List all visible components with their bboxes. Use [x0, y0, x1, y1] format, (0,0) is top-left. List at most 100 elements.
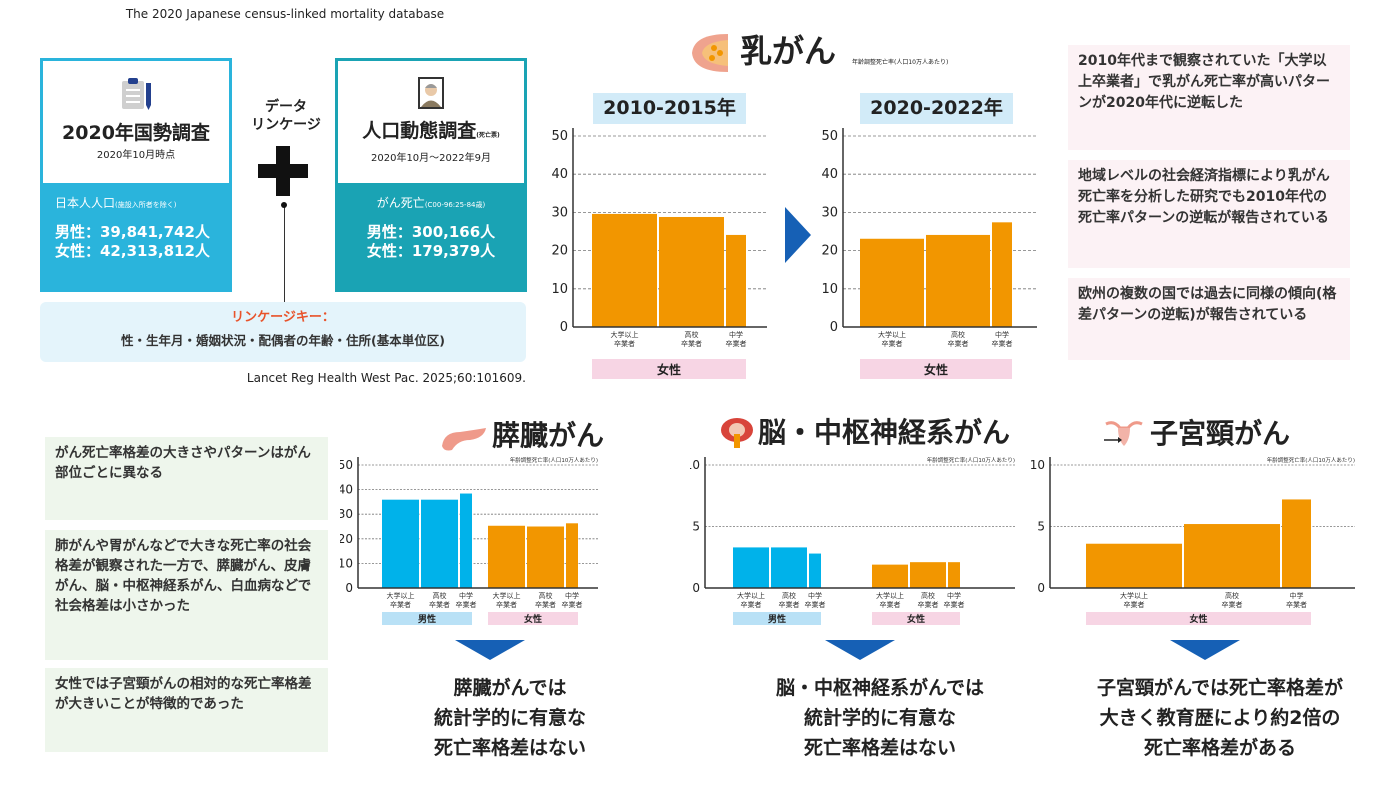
group-label-bg [733, 612, 821, 625]
category-label: 高校 [539, 591, 553, 600]
conclusion-brain: 脳・中枢神経系がんでは 統計学的に有意な 死亡率格差はない [775, 677, 985, 759]
y-tick-label: 20 [821, 244, 838, 259]
population-label: 日本人人口 [55, 196, 116, 210]
category-label: 卒業者 [805, 600, 826, 609]
bar-男性-0 [382, 499, 419, 588]
group-label: 女性 [1189, 613, 1207, 625]
category-label: 大学以上 [611, 330, 639, 339]
cervical-title: 子宮頸がん [1150, 417, 1291, 450]
y-tick-label: 30 [821, 205, 838, 220]
census-title: 2020年国勢調査 [62, 122, 210, 144]
category-label: 中学 [995, 330, 1009, 339]
group-label: 女性 [657, 362, 681, 377]
y-tick-label: 50 [340, 458, 353, 472]
category-label: 大学以上 [387, 591, 415, 600]
bar-女性-1 [659, 216, 724, 327]
linkage-key-box: リンケージキー： 性・生年月・婚姻状況・配偶者の年齢・住所(基本単位区) [40, 302, 526, 362]
category-label: 卒業者 [390, 600, 411, 609]
vital-stats-box: 人口動態調査(死亡票) 2020年10月～2022年9月 がん死亡(C00-96… [335, 58, 527, 292]
brain-icon [721, 418, 753, 448]
y-tick-label: 0 [345, 581, 353, 595]
down-arrow-icon [1170, 640, 1240, 660]
vital-male: 男性：300,166人 [366, 223, 496, 241]
bar-女性-0 [1086, 543, 1182, 588]
group-label: 男性 [418, 613, 436, 625]
group-label: 男性 [768, 613, 786, 625]
bar-男性-2 [809, 553, 821, 588]
bar-女性-1 [1184, 524, 1280, 588]
bar-男性-0 [733, 547, 769, 588]
category-label: 高校 [921, 591, 935, 600]
group-label-bg [592, 359, 746, 379]
bar-女性-2 [992, 222, 1012, 327]
y-tick-label: 0 [560, 320, 568, 335]
bar-女性-0 [592, 213, 657, 327]
note-right-2: 地域レベルの社会経済指標により乳がん死亡率を分析した研究でも2010年代の死亡率… [1068, 160, 1350, 268]
right-arrow-icon [785, 207, 811, 263]
bar-男性-2 [460, 493, 472, 588]
vital-title: 人口動態調査 [362, 120, 477, 142]
category-label: 卒業者 [1124, 600, 1145, 609]
bar-女性-0 [488, 525, 525, 588]
note-right-3: 欧州の複数の国では過去に同様の傾向(格差パターンの逆転)が報告されている [1068, 278, 1350, 360]
linkage-key-label: リンケージキー： [231, 310, 335, 325]
category-label: 卒業者 [1286, 600, 1307, 609]
pancreas-title: 膵臓がん [492, 419, 605, 452]
category-label: 卒業者 [944, 600, 965, 609]
y-tick-label: 50 [551, 129, 568, 144]
category-label: 卒業者 [456, 600, 477, 609]
category-label: 中学 [729, 330, 743, 339]
breast-title: 乳がん [740, 32, 837, 70]
category-label: 高校 [951, 330, 965, 339]
group-label-bg [872, 612, 960, 625]
y-tick-label: 5 [1037, 520, 1045, 534]
category-label: 大学以上 [876, 591, 904, 600]
group-label-bg [382, 612, 472, 625]
bar-女性-1 [527, 526, 564, 588]
vital-title-note: (死亡票) [476, 132, 500, 139]
y-tick-label: 40 [821, 167, 838, 182]
bar-男性-1 [421, 499, 458, 588]
category-label: 卒業者 [992, 339, 1013, 348]
connector-line [284, 203, 285, 302]
category-label: 卒業者 [779, 600, 800, 609]
pancreas-icon [442, 428, 486, 451]
category-label: 高校 [782, 591, 796, 600]
y-tick-label: 0 [830, 320, 838, 335]
group-label-bg [488, 612, 578, 625]
plus-icon [258, 146, 308, 196]
y-axis-label: 年齢調整死亡率(人口10万人あたり) [510, 456, 598, 464]
breast-subtitle: 年齢調整死亡率(人口10万人あたり) [852, 59, 949, 66]
linkage-key-value: 性・生年月・婚姻状況・配偶者の年齢・住所(基本単位区) [121, 333, 445, 348]
clipboard-icon [122, 78, 151, 110]
category-label: 卒業者 [726, 339, 747, 348]
y-tick-label: 10 [551, 282, 568, 297]
breast-icon [692, 34, 728, 72]
chart-brain: 0510年齢調整死亡率(人口10万人あたり)大学以上卒業者高校卒業者中学卒業者男… [690, 456, 1015, 625]
bar-女性-0 [872, 564, 908, 588]
category-label: 大学以上 [493, 591, 521, 600]
y-tick-label: 10 [821, 282, 838, 297]
y-axis-label: 年齢調整死亡率(人口10万人あたり) [927, 456, 1015, 464]
y-axis-label: 年齢調整死亡率(人口10万人あたり) [1267, 456, 1355, 464]
citation: Lancet Reg Health West Pac. 2025;60:1016… [246, 371, 526, 385]
bar-女性-0 [860, 238, 924, 327]
category-label: 卒業者 [429, 600, 450, 609]
category-label: 卒業者 [882, 339, 903, 348]
category-label: 高校 [685, 330, 699, 339]
note-left-1: がん死亡率格差の大きさやパターンはがん部位ごとに異なる [45, 437, 328, 520]
group-label: 女性 [524, 613, 542, 625]
category-label: 卒業者 [918, 600, 939, 609]
cancer-death-label: がん死亡 [376, 196, 425, 210]
uterus-icon [1104, 421, 1143, 446]
category-label: 卒業者 [741, 600, 762, 609]
group-label: 女性 [924, 362, 948, 377]
category-label: 大学以上 [737, 591, 765, 600]
bar-男性-1 [771, 547, 807, 588]
category-label: 卒業者 [535, 600, 556, 609]
category-label: 卒業者 [562, 600, 583, 609]
